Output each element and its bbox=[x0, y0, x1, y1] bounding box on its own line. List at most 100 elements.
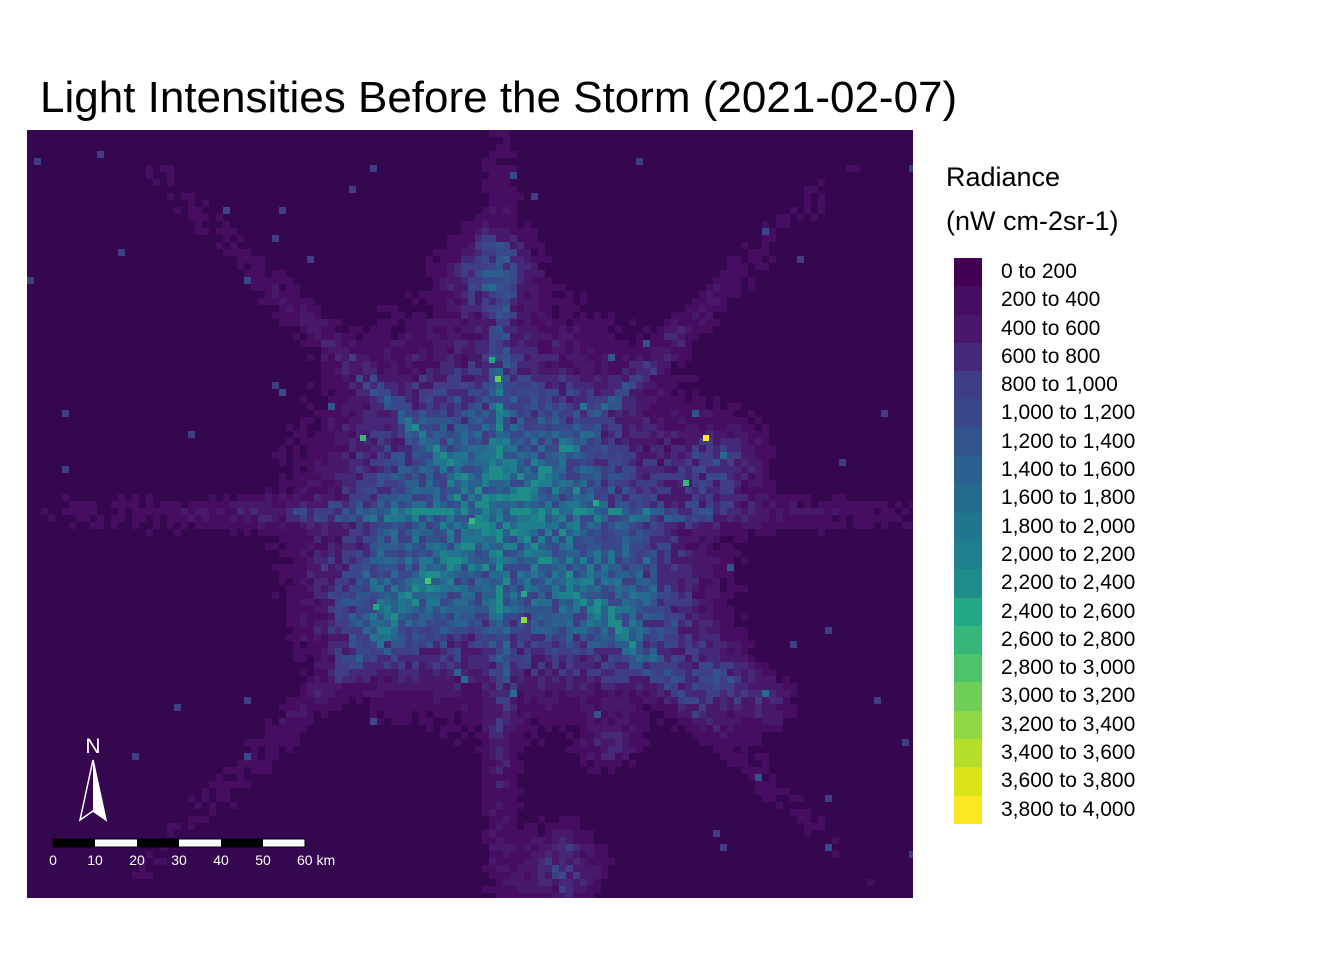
radiance-pixel bbox=[573, 319, 580, 326]
radiance-pixel bbox=[482, 256, 489, 263]
radiance-pixel bbox=[559, 438, 566, 445]
radiance-pixel bbox=[76, 501, 83, 508]
radiance-pixel bbox=[531, 725, 538, 732]
radiance-pixel bbox=[699, 627, 706, 634]
radiance-pixel bbox=[706, 620, 713, 627]
radiance-pixel bbox=[594, 382, 601, 389]
radiance-pixel bbox=[370, 368, 377, 375]
radiance-pixel bbox=[580, 298, 587, 305]
radiance-pixel bbox=[167, 823, 174, 830]
radiance-pixel bbox=[286, 620, 293, 627]
radiance-pixel bbox=[391, 690, 398, 697]
radiance-pixel bbox=[503, 879, 510, 886]
radiance-pixel bbox=[580, 690, 587, 697]
radiance-pixel bbox=[342, 592, 349, 599]
radiance-pixel bbox=[496, 193, 503, 200]
radiance-pixel bbox=[335, 683, 342, 690]
radiance-pixel bbox=[727, 291, 734, 298]
radiance-pixel bbox=[384, 662, 391, 669]
radiance-pixel bbox=[594, 634, 601, 641]
radiance-pixel bbox=[580, 837, 587, 844]
radiance-pixel bbox=[300, 599, 307, 606]
radiance-pixel bbox=[468, 704, 475, 711]
radiance-pixel bbox=[678, 634, 685, 641]
radiance-pixel bbox=[692, 725, 699, 732]
radiance-pixel bbox=[524, 557, 531, 564]
radiance-pixel bbox=[482, 655, 489, 662]
radiance-pixel bbox=[524, 417, 531, 424]
radiance-pixel bbox=[566, 613, 573, 620]
radiance-pixel bbox=[321, 564, 328, 571]
radiance-pixel bbox=[440, 284, 447, 291]
radiance-pixel bbox=[405, 473, 412, 480]
radiance-pixel bbox=[391, 508, 398, 515]
radiance-pixel bbox=[503, 305, 510, 312]
radiance-pixel bbox=[342, 522, 349, 529]
radiance-pixel bbox=[566, 662, 573, 669]
radiance-pixel bbox=[706, 291, 713, 298]
radiance-pixel bbox=[734, 718, 741, 725]
radiance-pixel bbox=[587, 403, 594, 410]
radiance-pixel bbox=[475, 466, 482, 473]
radiance-pixel bbox=[545, 711, 552, 718]
radiance-pixel bbox=[881, 508, 888, 515]
radiance-pixel bbox=[552, 375, 559, 382]
radiance-pixel bbox=[706, 676, 713, 683]
radiance-pixel bbox=[433, 382, 440, 389]
radiance-pixel bbox=[314, 641, 321, 648]
radiance-pixel bbox=[587, 578, 594, 585]
radiance-pixel bbox=[342, 480, 349, 487]
radiance-pixel bbox=[286, 438, 293, 445]
radiance-pixel bbox=[552, 571, 559, 578]
radiance-pixel bbox=[377, 515, 384, 522]
radiance-pixel bbox=[482, 298, 489, 305]
radiance-pixel bbox=[524, 620, 531, 627]
radiance-pixel bbox=[706, 312, 713, 319]
radiance-pixel bbox=[503, 760, 510, 767]
radiance-pixel bbox=[426, 361, 433, 368]
radiance-pixel bbox=[762, 725, 769, 732]
radiance-pixel bbox=[510, 893, 517, 898]
radiance-pixel bbox=[559, 851, 566, 858]
radiance-pixel bbox=[692, 445, 699, 452]
radiance-pixel bbox=[349, 389, 356, 396]
radiance-pixel bbox=[580, 711, 587, 718]
radiance-pixel bbox=[468, 662, 475, 669]
radiance-pixel bbox=[468, 613, 475, 620]
radiance-pixel bbox=[349, 613, 356, 620]
radiance-pixel bbox=[559, 501, 566, 508]
radiance-pixel bbox=[384, 571, 391, 578]
radiance-pixel bbox=[356, 522, 363, 529]
radiance-pixel bbox=[671, 571, 678, 578]
radiance-pixel bbox=[412, 620, 419, 627]
radiance-pixel bbox=[384, 403, 391, 410]
radiance-pixel bbox=[328, 648, 335, 655]
radiance-pixel bbox=[692, 452, 699, 459]
radiance-pixel bbox=[797, 256, 804, 263]
radiance-pixel bbox=[706, 669, 713, 676]
radiance-pixel bbox=[566, 823, 573, 830]
radiance-pixel bbox=[699, 571, 706, 578]
radiance-pixel bbox=[517, 312, 524, 319]
radiance-pixel bbox=[706, 557, 713, 564]
radiance-pixel bbox=[335, 634, 342, 641]
radiance-pixel bbox=[573, 375, 580, 382]
radiance-pixel bbox=[510, 529, 517, 536]
radiance-pixel bbox=[251, 501, 258, 508]
legend-label: 3,600 to 3,800 bbox=[1001, 769, 1136, 793]
radiance-pixel bbox=[377, 592, 384, 599]
radiance-pixel bbox=[482, 550, 489, 557]
radiance-pixel bbox=[545, 319, 552, 326]
radiance-pixel bbox=[335, 501, 342, 508]
radiance-pixel bbox=[300, 326, 307, 333]
radiance-pixel bbox=[517, 879, 524, 886]
radiance-pixel bbox=[734, 263, 741, 270]
radiance-pixel bbox=[314, 501, 321, 508]
radiance-pixel bbox=[118, 249, 125, 256]
radiance-pixel bbox=[755, 263, 762, 270]
radiance-pixel bbox=[300, 669, 307, 676]
radiance-pixel bbox=[538, 634, 545, 641]
radiance-pixel bbox=[363, 669, 370, 676]
radiance-pixel bbox=[573, 627, 580, 634]
radiance-pixel bbox=[482, 417, 489, 424]
